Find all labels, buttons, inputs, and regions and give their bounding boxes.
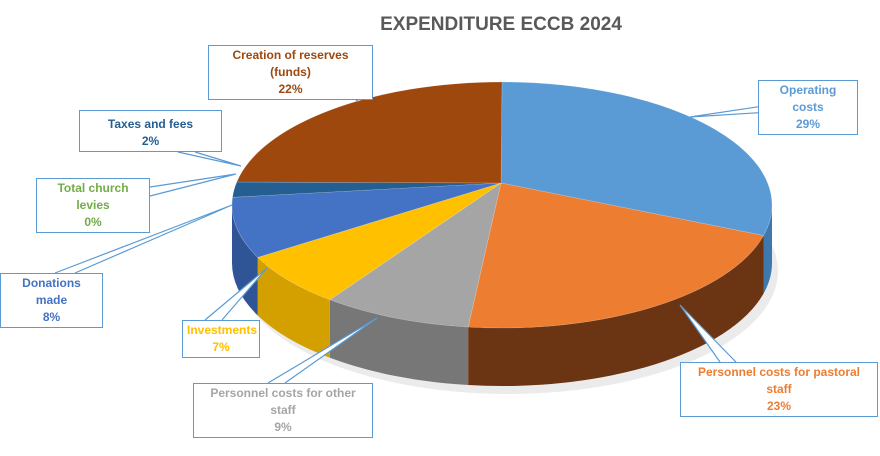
leader-line-operating-costs bbox=[689, 104, 771, 118]
label-value: 8% bbox=[42, 310, 61, 324]
leader-line-pastoral-staff bbox=[679, 304, 737, 363]
pie-slice-personnel-costs-for-other-staff bbox=[329, 182, 502, 328]
data-label-taxes-fees: Taxes and fees 2% bbox=[79, 110, 222, 152]
pie-slice-donations-made bbox=[231, 182, 502, 258]
pie-slice-operating-costs bbox=[500, 81, 773, 236]
pie-side-personnel-costs-for-pastoral-staff bbox=[468, 235, 764, 386]
pie-side-personnel-costs-for-other-staff bbox=[329, 299, 469, 386]
label-name: Operating costs bbox=[779, 83, 837, 114]
label-value: 2% bbox=[141, 134, 160, 148]
label-value: 0% bbox=[84, 215, 102, 229]
label-name: Personnel costs for other staff bbox=[210, 386, 356, 417]
label-name: Donations made bbox=[22, 276, 81, 307]
pie-slice-personnel-costs-for-pastoral-staff bbox=[467, 182, 764, 329]
label-value: 7% bbox=[212, 340, 230, 354]
leader-line-taxes-fees bbox=[177, 151, 242, 167]
data-label-other-staff: Personnel costs for other staff 9% bbox=[193, 383, 373, 438]
data-label-church-levies: Total church levies 0% bbox=[36, 178, 150, 233]
label-name: Creation of reserves (funds) bbox=[232, 48, 349, 79]
label-value: 22% bbox=[278, 82, 303, 96]
pie-slice-taxes-and-fees bbox=[232, 181, 502, 198]
label-value: 9% bbox=[274, 420, 292, 434]
pie-slice-creation-of-reserves-funds bbox=[236, 81, 503, 184]
data-label-reserves: Creation of reserves (funds) 22% bbox=[208, 45, 373, 100]
label-name: Personnel costs for pastoral staff bbox=[697, 365, 861, 396]
pie-side-operating-costs bbox=[763, 205, 772, 294]
label-name: Taxes and fees bbox=[107, 117, 194, 131]
pie-side-donations-made bbox=[232, 205, 258, 316]
data-label-investments: Investments 7% bbox=[182, 320, 260, 358]
data-label-pastoral-staff: Personnel costs for pastoral staff 23% bbox=[680, 362, 878, 417]
label-name: Investments bbox=[187, 323, 258, 337]
leader-line-church-levies bbox=[149, 173, 237, 197]
label-value: 23% bbox=[766, 399, 792, 413]
pie-side-investments bbox=[257, 257, 330, 358]
data-label-donations: Donations made 8% bbox=[0, 273, 103, 328]
label-value: 29% bbox=[795, 117, 821, 131]
leader-line-investments bbox=[204, 267, 268, 321]
pie-slice-investments bbox=[257, 182, 502, 301]
leader-line-other-staff bbox=[267, 317, 378, 384]
chart-title: EXPENDITURE ECCB 2024 bbox=[380, 14, 622, 35]
label-name: Total church levies bbox=[57, 181, 129, 212]
leader-line-donations bbox=[54, 204, 233, 274]
data-label-operating-costs: Operating costs 29% bbox=[758, 80, 858, 135]
